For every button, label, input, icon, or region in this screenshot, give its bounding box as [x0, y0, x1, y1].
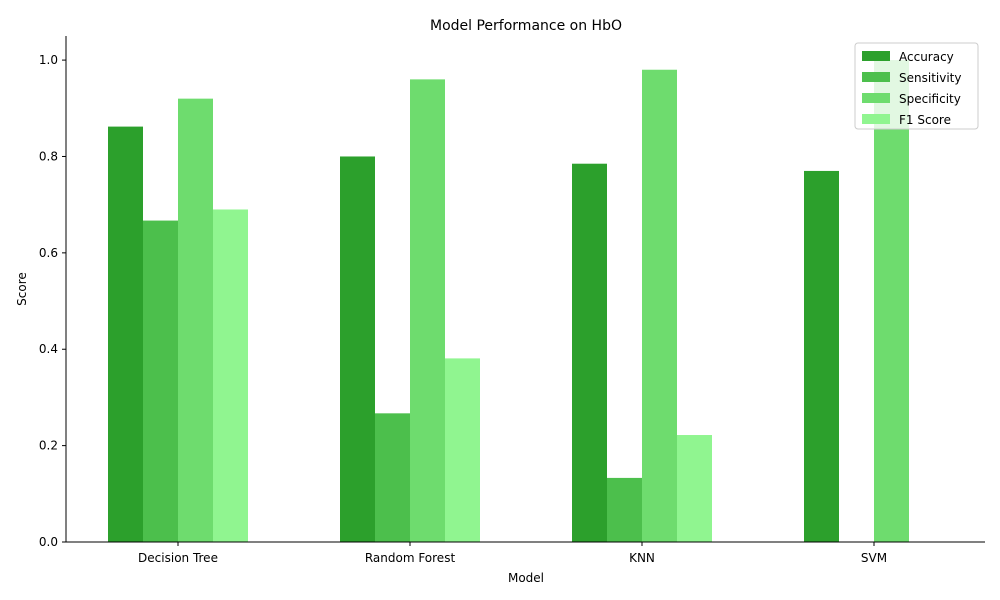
x-tick-label: Random Forest [365, 551, 456, 565]
chart-title: Model Performance on HbO [430, 18, 622, 34]
legend-label: F1 Score [899, 113, 951, 127]
y-axis-label: Score [15, 272, 29, 306]
x-tick-label: Decision Tree [138, 551, 218, 565]
bar-accuracy-decision-tree [108, 126, 143, 543]
legend-swatch [862, 114, 890, 124]
y-tick-label: 0.6 [39, 246, 58, 260]
bar-sensitivity-decision-tree [143, 220, 178, 542]
x-tick-label: KNN [629, 551, 655, 565]
bars-group [108, 60, 909, 543]
axes-group: 0.0 0.2 0.4 0.6 0.8 1.0 Decision Tree Random Fo… [39, 36, 985, 565]
y-tick-label: 1.0 [39, 53, 58, 67]
bar-sensitivity-random-forest [375, 413, 410, 542]
bar-f1-score-random-forest [445, 358, 480, 542]
legend-swatch [862, 51, 890, 61]
legend-label: Sensitivity [899, 71, 961, 85]
x-tick-label: SVM [861, 551, 887, 565]
legend-box [854, 42, 979, 130]
bar-specificity-knn [642, 69, 677, 542]
bar-f1-score-knn [677, 435, 712, 542]
y-tick-label: 0.8 [39, 149, 58, 163]
y-tick-label: 0.4 [39, 342, 58, 356]
y-tick-label: 0.2 [39, 439, 58, 453]
x-axis-label: Model [508, 571, 544, 585]
legend: Accuracy Sensitivity Specificity F1 Score [854, 42, 979, 130]
bar-specificity-random-forest [410, 79, 445, 542]
bar-accuracy-random-forest [340, 156, 375, 542]
legend-label: Accuracy [899, 50, 954, 64]
y-tick-label: 0.0 [39, 535, 58, 549]
legend-swatch [862, 93, 890, 103]
bar-specificity-decision-tree [178, 98, 213, 543]
bar-f1-score-decision-tree [213, 209, 248, 542]
legend-swatch [862, 72, 890, 82]
bar-sensitivity-knn [607, 477, 642, 542]
legend-label: Specificity [899, 92, 961, 106]
bar-specificity-svm [874, 60, 909, 542]
bar-accuracy-knn [572, 163, 607, 542]
bar-accuracy-svm [804, 170, 839, 542]
